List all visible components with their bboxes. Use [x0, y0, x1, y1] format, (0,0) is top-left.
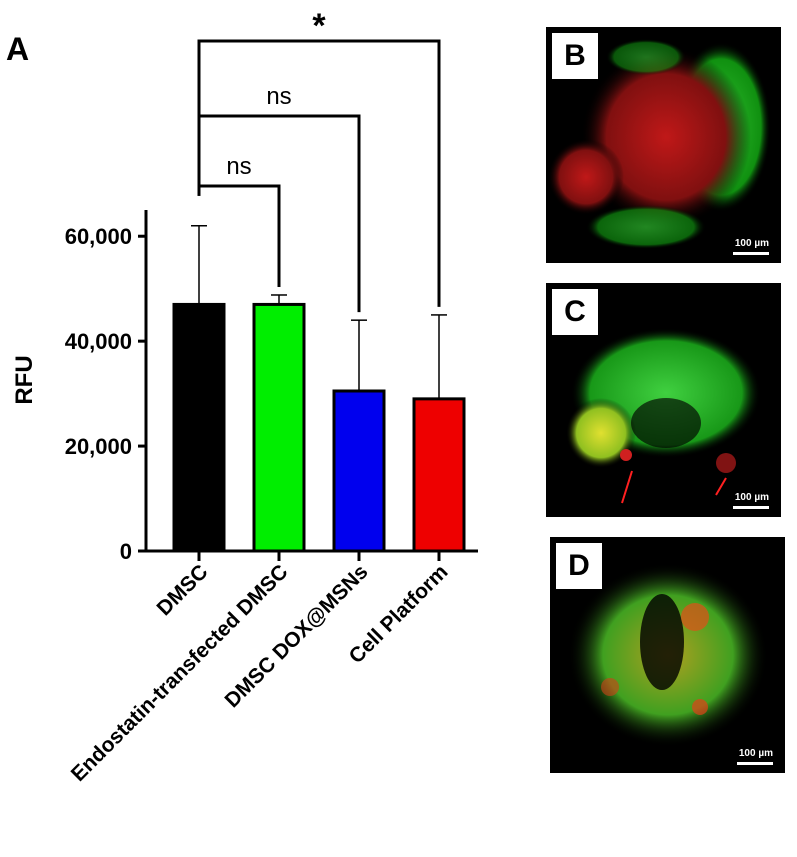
significance-bracket	[197, 39, 441, 307]
micrograph-panel-d: D 100 µm	[550, 537, 785, 773]
scale-bar-c	[733, 506, 769, 509]
significance-bracket	[197, 184, 281, 287]
x-tick-label: DMSC	[153, 560, 213, 620]
bar	[172, 302, 226, 553]
scale-bar-text-c: 100 µm	[734, 492, 769, 503]
spheroid-image-d	[568, 563, 768, 747]
panel-d-label: D	[556, 543, 602, 589]
error-bars	[191, 224, 447, 399]
panel-a-label: A	[6, 31, 29, 67]
spheroid-image-b	[548, 39, 771, 249]
scale-bar-b	[733, 252, 769, 255]
bar-chart: A RFU 0 20,000 40,000 60,000 ns ns * DMSCEndo…	[6, 7, 478, 786]
significance-label: ns	[226, 153, 251, 180]
panel-c-label: C	[552, 289, 598, 335]
significance-label: *	[312, 7, 326, 45]
bar	[252, 302, 306, 553]
y-tick-label: 0	[120, 539, 132, 564]
x-tick-label: DMSC DOX@MSNs	[221, 560, 373, 712]
bar	[412, 397, 466, 553]
scale-bar-text-b: 100 µm	[734, 238, 769, 249]
panel-b-label: B	[552, 33, 598, 79]
y-tick-label: 40,000	[65, 329, 132, 354]
bar	[332, 389, 386, 553]
significance-label: ns	[266, 83, 291, 110]
scale-bar-text-d: 100 µm	[738, 748, 773, 759]
scale-bar-d	[737, 762, 773, 765]
micrograph-panel-b: B 100 µm	[546, 27, 781, 263]
y-axis-label: RFU	[11, 355, 38, 404]
bars	[172, 302, 466, 553]
significance-brackets: ns ns *	[197, 7, 441, 313]
spheroid-image-c	[566, 328, 761, 504]
y-tick-label: 60,000	[65, 224, 132, 249]
micrograph-panel-c: C 100 µm	[546, 283, 781, 517]
y-tick-label: 20,000	[65, 434, 132, 459]
